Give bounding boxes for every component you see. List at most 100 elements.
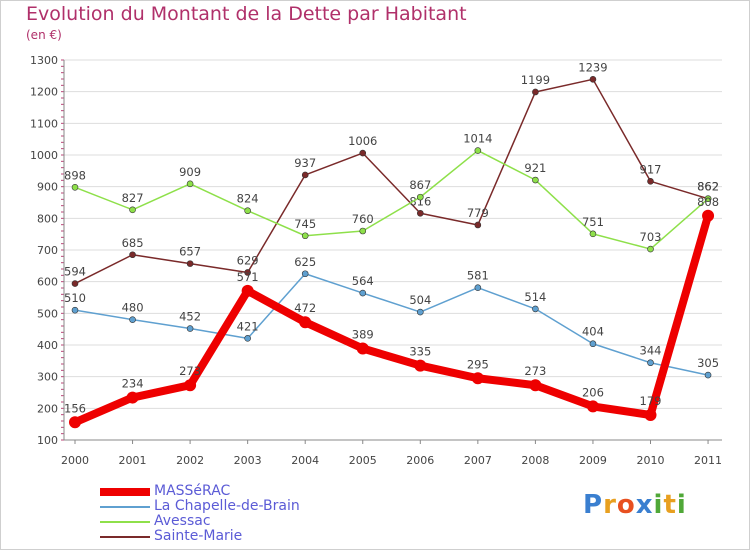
data-point: [704, 371, 712, 379]
data-point: [471, 372, 484, 385]
data-point: [301, 270, 309, 278]
series-line-0: [71, 211, 713, 427]
x-tick-label: 2000: [61, 454, 89, 467]
data-point: [241, 284, 254, 297]
legend-label: Sainte-Marie: [154, 528, 243, 544]
data-label: 808: [697, 195, 719, 209]
x-tick-label: 2008: [521, 454, 549, 467]
x-tick-label: 2007: [464, 454, 492, 467]
data-point: [359, 227, 367, 235]
data-label: 179: [640, 394, 662, 408]
data-point: [589, 230, 597, 238]
data-point: [71, 184, 79, 191]
legend: MASSéRAC La Chapelle-de-Brain Avessac Saint…: [100, 484, 300, 544]
y-tick-label: 500: [37, 307, 58, 320]
data-point: [529, 379, 542, 392]
data-label: 472: [294, 301, 316, 315]
legend-swatch: [100, 520, 150, 523]
x-tick-label: 2011: [694, 454, 722, 467]
data-label: 295: [467, 357, 489, 371]
data-label: 571: [237, 270, 259, 284]
data-point: [532, 88, 539, 96]
data-label: 594: [64, 265, 86, 279]
x-tick-label: 2010: [637, 454, 665, 467]
y-tick-label: 200: [37, 402, 58, 415]
legend-swatch: [100, 505, 150, 508]
data-label: 514: [524, 290, 546, 304]
data-label: 862: [697, 180, 719, 194]
data-point: [589, 340, 597, 348]
data-label: 404: [582, 325, 604, 339]
y-tick-label: 1000: [30, 149, 58, 162]
data-label: 234: [122, 377, 144, 391]
data-point: [644, 408, 657, 421]
data-point: [129, 206, 136, 214]
legend-item: La Chapelle-de-Brain: [100, 499, 300, 514]
data-label: 862: [697, 180, 719, 194]
data-label: 389: [352, 327, 374, 341]
y-tick-label: 100: [37, 434, 58, 447]
data-label: 745: [294, 217, 316, 231]
data-point: [532, 305, 539, 313]
data-point: [586, 400, 599, 413]
data-point: [126, 391, 139, 404]
data-label: 657: [179, 245, 201, 259]
data-point: [186, 260, 194, 267]
data-label: 1006: [348, 134, 377, 148]
data-point: [532, 176, 539, 184]
legend-swatch: [100, 535, 150, 538]
proxiti-logo: Proxiti: [583, 490, 687, 520]
data-label: 760: [352, 212, 374, 226]
data-point: [71, 306, 79, 314]
series-line-1: [74, 273, 709, 376]
data-label: 335: [409, 345, 431, 359]
data-label: 779: [467, 206, 489, 220]
data-label: 937: [294, 156, 316, 170]
data-label: 273: [524, 364, 546, 378]
data-point: [186, 325, 194, 332]
data-point: [416, 193, 424, 201]
data-label: 816: [409, 194, 431, 208]
data-point: [474, 284, 482, 291]
data-point: [69, 416, 81, 429]
series-line-2: [74, 149, 709, 250]
chart-title: Evolution du Montant de la Dette par Hab…: [26, 3, 467, 25]
data-label: 751: [582, 215, 604, 229]
y-tick-label: 800: [37, 212, 58, 225]
legend-label: La Chapelle-de-Brain: [154, 498, 300, 514]
data-label: 581: [467, 269, 489, 283]
data-label: 452: [179, 310, 201, 324]
data-point: [184, 379, 197, 392]
data-label: 909: [179, 165, 201, 179]
data-label: 504: [409, 293, 431, 307]
data-point: [647, 177, 654, 185]
data-label: 921: [524, 161, 546, 175]
data-point: [474, 221, 482, 229]
data-label: 480: [122, 301, 144, 315]
data-label: 206: [582, 385, 604, 399]
data-point: [647, 245, 654, 253]
data-label: 510: [64, 291, 86, 305]
data-label: 685: [122, 236, 144, 250]
x-tick-label: 2003: [234, 454, 262, 467]
data-point: [356, 342, 369, 355]
y-tick-label: 1200: [30, 86, 58, 99]
y-tick-label: 600: [37, 276, 58, 289]
data-point: [186, 180, 194, 188]
data-point: [704, 195, 712, 202]
data-point: [129, 316, 136, 323]
legend-item: MASSéRAC: [100, 484, 300, 499]
data-label: 867: [409, 178, 431, 192]
y-tick-label: 700: [37, 244, 58, 257]
data-label: 625: [294, 255, 316, 269]
legend-item: Sainte-Marie: [100, 529, 300, 544]
legend-item: Avessac: [100, 514, 300, 529]
chart-subtitle: (en €): [26, 28, 62, 42]
y-tick-label: 300: [37, 371, 58, 384]
x-tick-label: 2004: [291, 454, 319, 467]
legend-label: Avessac: [154, 513, 211, 529]
y-tick-label: 1100: [30, 117, 58, 130]
y-tick-label: 900: [37, 181, 58, 194]
data-point: [71, 280, 79, 287]
